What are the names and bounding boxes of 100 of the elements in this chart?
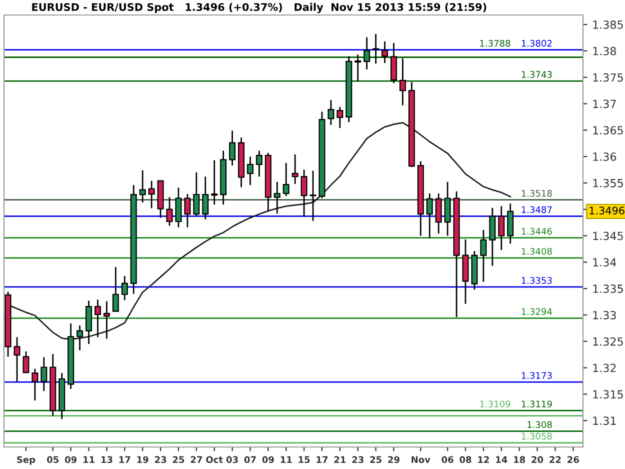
x-tick-label: 08 [460,456,472,464]
ref-line-label: 1.3058 [522,432,552,440]
candlestick [382,40,388,64]
x-tick-label: 12 [478,456,489,463]
candlestick [103,300,110,340]
x-tick-label: 05 [47,456,59,464]
y-tick-label: 1.335 [593,284,623,293]
ref-line-label: 1.3487 [522,206,552,214]
x-tick-label: 06 [442,456,454,464]
x-tick-label: 13 [101,456,112,464]
candlestick [139,170,146,204]
x-tick-label: 23 [352,456,364,464]
candlestick [40,356,48,392]
x-tick-label: Nov [412,456,430,464]
x-tick-label: 22 [550,456,561,463]
candlestick [336,106,344,129]
candlestick [372,33,380,64]
candlestick [282,162,290,197]
x-tick-label: Sep [17,456,36,465]
candlestick [328,99,334,126]
x-tick-label: 23 [154,456,166,464]
ref-line-label: 1.3802 [522,40,552,47]
x-tick-label: 03 [226,456,238,464]
candlestick [498,205,505,251]
candlestick [22,350,30,374]
y-tick-label: 1.385 [593,20,623,29]
y-tick-label: 1.32 [593,364,616,372]
x-tick-label: 26 [568,456,579,464]
candlestick [292,154,298,185]
ref-line-label: 1.3788 [480,40,510,47]
candlestick [364,36,370,70]
x-tick-label: 11 [84,456,94,463]
y-tick-label: 1.325 [593,337,623,346]
y-tick-label: 1.365 [593,126,623,135]
chart-title: EURUSD - EUR/USD Spot 1.3496 (+0.37%) Daily Nov 15 2013 15:59 (21:59) [32,2,486,14]
candlestick [300,169,308,218]
candlestick [76,324,84,352]
candlestick [354,54,362,82]
candlestick [148,180,155,209]
candlestick [480,229,487,282]
ref-line-label: 1.3353 [522,277,552,284]
y-tick-label: 1.31 [593,416,616,425]
candlestick [211,160,218,206]
ref-line-label: 1.3294 [522,308,552,315]
x-tick-label: 19 [137,456,148,464]
candlestick [310,170,316,222]
ref-line-label: 1.3743 [522,71,552,78]
candlestick [184,193,191,228]
candlestick [256,150,262,178]
y-tick-label: 1.37 [593,100,616,108]
y-tick-label: 1.38 [593,46,616,56]
x-tick-label: 20 [532,456,544,464]
x-tick-label: 15 [298,456,310,464]
candlestick [444,181,451,236]
y-tick-label: 1.345 [593,232,623,240]
x-tick-label: 11 [280,456,292,463]
x-tick-label: 27 [190,456,202,463]
candlestick [166,196,173,226]
ref-line-label: 1.3109 [480,400,510,408]
x-tick-label: Oct [206,456,223,464]
candlestick [274,181,280,214]
candlestick [435,192,442,234]
ref-line-label: 1.3518 [522,190,552,197]
y-tick-label: 1.34 [593,258,616,267]
y-tick-label: 1.33 [593,310,616,320]
candlestick [399,58,406,106]
ref-line-label: 1.308 [528,421,552,428]
x-tick-label: 17 [316,456,328,463]
candlestick [94,298,101,338]
ref-line-label: 1.3446 [522,228,552,235]
text: 1.3496 [590,206,624,214]
y-tick-label: 1.355 [593,178,623,188]
candlestick [229,130,236,166]
x-tick-label: 18 [514,456,526,464]
candlestick [175,187,182,228]
x-tick-label: 29 [388,456,400,464]
candlestick [202,176,209,220]
ref-line-label: 1.3408 [522,248,552,255]
ref-line-label: 1.3119 [522,400,552,408]
candlestick [193,172,200,217]
candlestick [121,275,128,301]
x-tick-label: 09 [262,456,274,464]
x-tick-label: 25 [370,456,382,464]
candlestick [489,207,496,267]
x-tick-label: 07 [244,456,256,464]
x-tick-label: 17 [119,456,130,463]
candlestick [426,192,433,239]
y-tick-label: 1.36 [593,152,616,161]
y-tick-label: 1.375 [593,73,623,82]
candlestick [112,266,119,312]
x-tick-label: 25 [172,456,184,464]
candlestick [390,42,397,84]
x-tick-label: 21 [334,456,346,463]
y-tick-label: 1.315 [593,390,623,399]
candlestick [246,156,254,186]
x-tick-label: 14 [496,456,508,463]
candlestick [32,368,38,402]
ref-line-label: 1.3173 [522,372,552,379]
candlestick [14,336,20,382]
x-tick-label: 09 [64,456,77,464]
